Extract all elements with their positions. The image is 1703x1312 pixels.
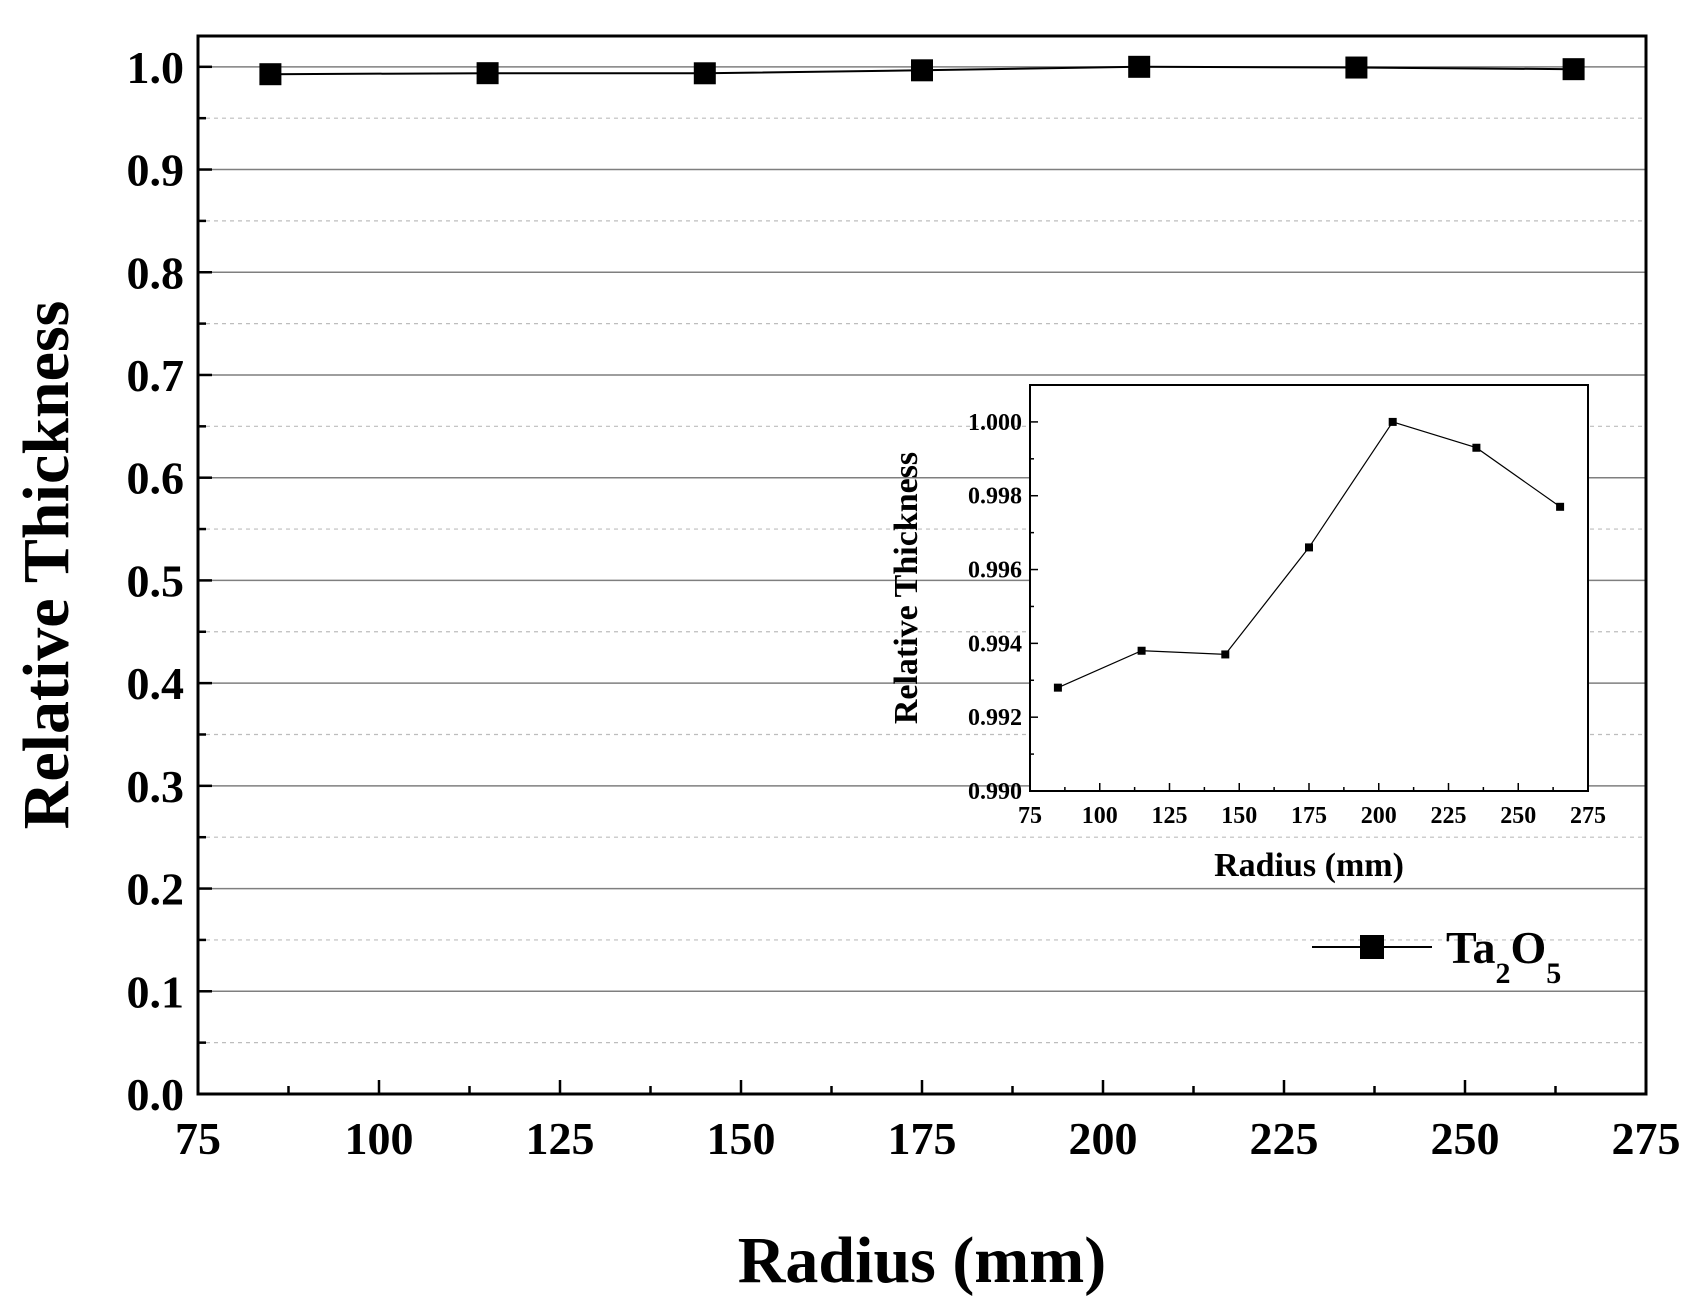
main-y-axis-title: Relative Thickness — [10, 301, 83, 830]
inset-data-point — [1556, 502, 1565, 511]
main-data-point — [1562, 58, 1585, 81]
main-y-tick-label: 0.3 — [127, 761, 185, 812]
inset-series-ta2o5 — [1053, 417, 1565, 692]
inset-x-tick-label: 250 — [1500, 803, 1536, 829]
inset-plot-frame — [1029, 384, 1589, 792]
inset-y-tick-label: 0.992 — [968, 705, 1022, 731]
inset-x-axis-title: Radius (mm) — [1214, 847, 1404, 884]
main-data-point — [259, 63, 282, 86]
inset-y-tick-label: 0.996 — [968, 558, 1022, 584]
main-y-tick-label: 0.5 — [127, 555, 185, 606]
main-series-ta2o5 — [259, 55, 1585, 86]
inset-y-tick-label: 0.994 — [968, 631, 1022, 657]
main-grid — [198, 66, 1646, 1044]
inset-x-tick-label: 225 — [1431, 803, 1467, 829]
inset-data-point — [1305, 543, 1313, 552]
inset-x-tick-labels: 75 100 125 150 175 200 225 250 275 — [1018, 803, 1606, 829]
main-y-tick-label: 0.2 — [127, 864, 185, 915]
main-y-tick-label: 0.7 — [127, 350, 185, 401]
main-y-tick-label: 0.9 — [127, 145, 185, 196]
inset-data-point — [1388, 417, 1397, 426]
inset-data-point — [1472, 443, 1481, 452]
main-x-tick-label: 200 — [1069, 1113, 1138, 1164]
main-x-tick-label: 250 — [1431, 1113, 1500, 1164]
inset-x-tick-label: 125 — [1152, 803, 1188, 829]
main-y-tick-label: 0.6 — [127, 453, 185, 504]
inset-x-tick-label: 200 — [1361, 803, 1397, 829]
inset-y-axis-title: Relative Thickness — [888, 452, 925, 724]
main-x-tick-label: 100 — [345, 1113, 414, 1164]
legend: Ta2O5 — [1312, 922, 1561, 990]
main-x-tick-label: 75 — [175, 1113, 221, 1164]
main-x-axis-title: Radius (mm) — [738, 1224, 1107, 1297]
main-data-point — [1345, 56, 1368, 79]
legend-square-marker — [1360, 935, 1384, 959]
main-data-point — [693, 62, 716, 85]
main-y-tick-label: 0.0 — [127, 1069, 185, 1120]
main-y-tick-label: 0.8 — [127, 247, 185, 298]
inset-y-tick-label: 1.000 — [968, 410, 1022, 436]
main-x-tick-label: 125 — [526, 1113, 595, 1164]
main-x-tick-label: 225 — [1250, 1113, 1319, 1164]
main-data-point — [911, 59, 933, 82]
main-plot-frame — [196, 34, 1648, 1096]
inset-x-tick-label: 175 — [1291, 803, 1327, 829]
inset-data-point — [1137, 646, 1146, 655]
inset-y-tick-label: 0.998 — [968, 484, 1022, 510]
inset-x-tick-label: 75 — [1018, 803, 1042, 829]
main-data-point — [1128, 55, 1151, 78]
main-y-tick-label: 1.0 — [127, 42, 185, 93]
main-x-tick-label: 275 — [1612, 1113, 1681, 1164]
main-y-tick-label: 0.1 — [127, 966, 185, 1017]
main-x-tick-label: 175 — [888, 1113, 957, 1164]
inset-y-tick-label: 0.990 — [968, 779, 1022, 805]
main-x-tick-label: 150 — [707, 1113, 776, 1164]
main-y-tick-labels: 0.0 0.1 0.2 0.3 0.4 0.5 0.6 0.7 0.8 0.9 1.0 — [127, 42, 185, 1120]
inset-y-tick-labels: 0.990 0.992 0.994 0.996 0.998 1.000 — [968, 410, 1022, 805]
inset-x-tick-label: 150 — [1221, 803, 1257, 829]
main-y-tick-label: 0.4 — [127, 658, 185, 709]
inset-data-point — [1221, 650, 1230, 659]
main-data-point — [476, 62, 499, 85]
inset-x-tick-label: 275 — [1570, 803, 1606, 829]
legend-label: Ta2O5 — [1446, 922, 1561, 990]
main-x-tick-labels: 75 100 125 150 175 200 225 250 275 — [175, 1113, 1681, 1164]
inset-x-tick-label: 100 — [1082, 803, 1118, 829]
inset-data-point — [1053, 683, 1062, 692]
inset-background — [1030, 385, 1588, 791]
